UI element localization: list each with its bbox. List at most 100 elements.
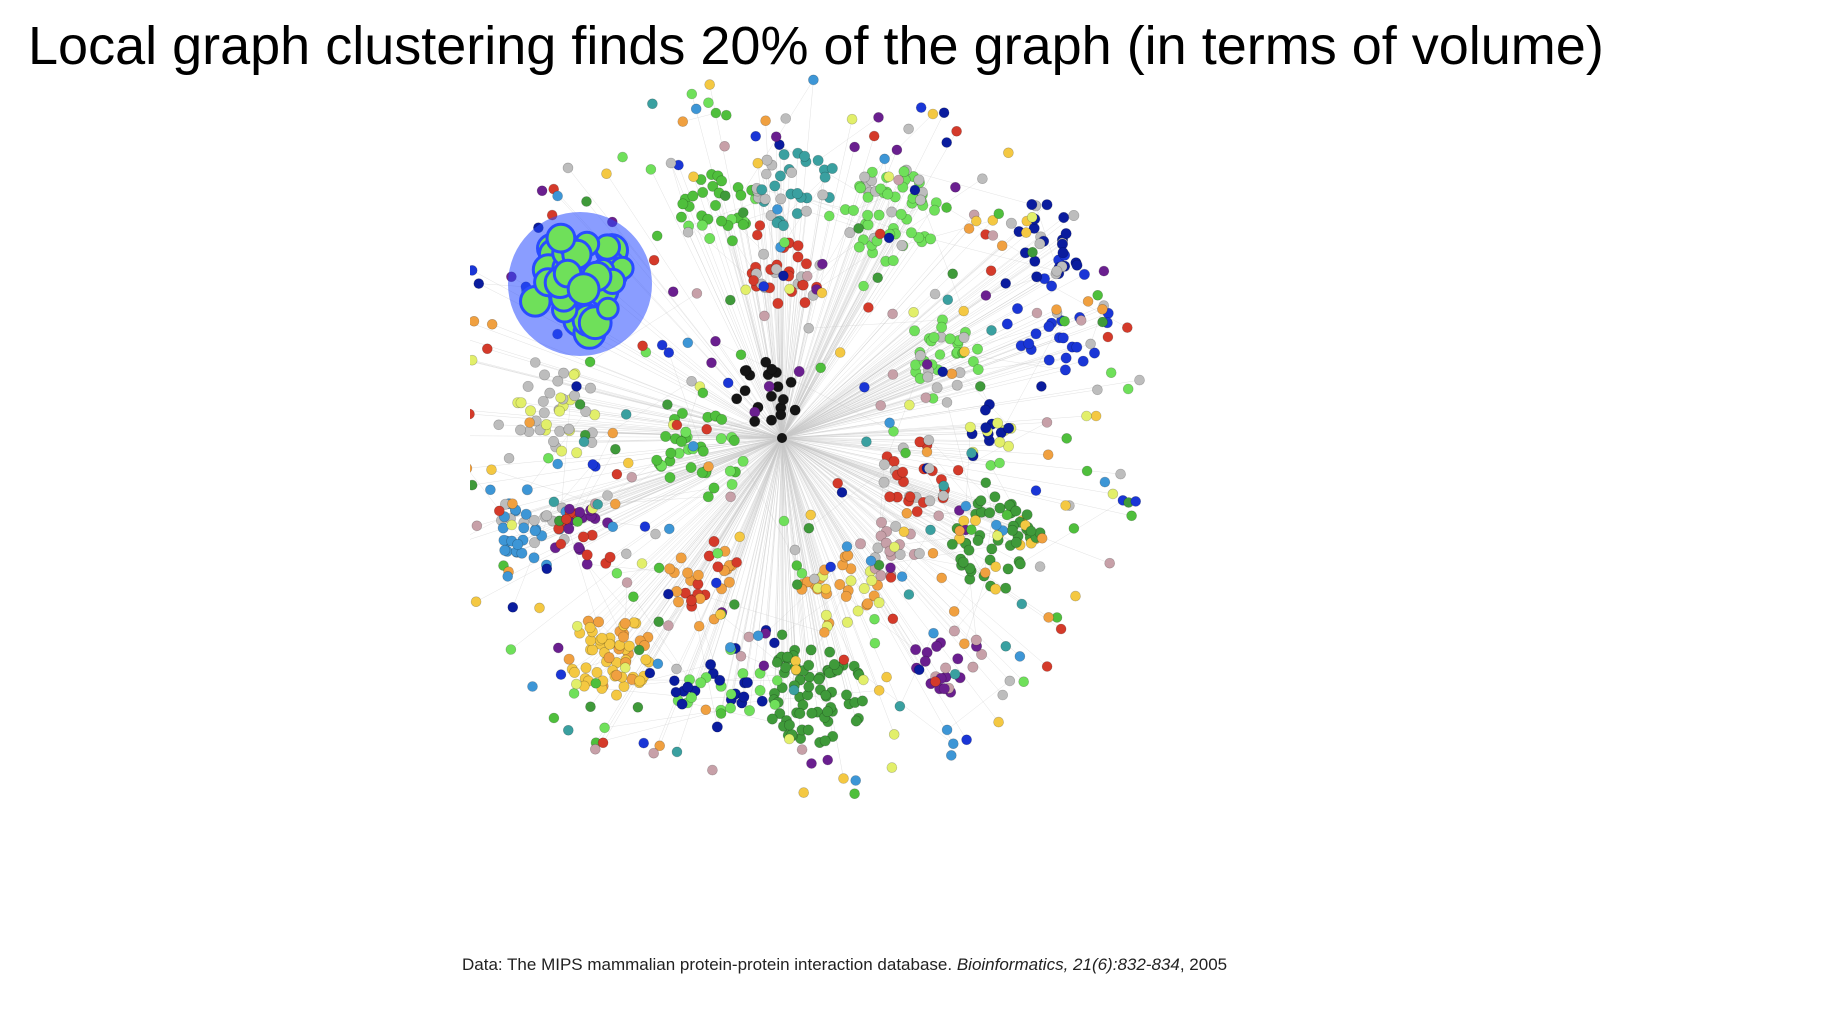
graph-node [697,387,709,399]
graph-node [1082,296,1094,307]
graph-node [820,689,831,701]
graph-node [927,547,939,559]
graph-node [563,523,575,535]
graph-node [724,642,736,653]
graph-node [1092,290,1104,301]
graph-node [779,237,790,248]
graph-node [675,211,687,223]
graph-node [562,162,574,174]
graph-node [651,454,663,466]
graph-node [861,436,872,448]
graph-node [687,190,699,202]
graph-node [816,287,828,299]
graph-node [824,646,836,658]
graph-node [1011,303,1023,315]
graph-node [1029,255,1041,267]
graph-node [1098,265,1110,277]
graph-node [888,729,900,740]
graph-node [715,609,726,620]
graph-node [714,674,726,686]
graph-node [1001,509,1013,521]
graph-node [821,706,833,718]
graph-node [803,681,815,693]
graph-node [1014,558,1026,570]
graph-node [858,280,869,292]
graph-node [934,349,946,360]
graph-node [893,174,904,186]
graph-node [1043,354,1055,366]
graph-node [1036,532,1048,544]
graph-node [703,461,714,472]
graph-node [1105,367,1117,379]
graph-node [677,116,689,127]
graph-node [703,97,714,109]
graph-node [958,515,970,527]
graph-node [618,680,630,692]
graph-node [838,654,850,666]
graph-node [692,569,704,581]
graph-node [563,724,574,736]
graph-node [664,523,675,535]
graph-node [873,112,884,123]
graph-node [493,505,505,517]
graph-node [882,188,894,200]
graph-node [993,716,1004,728]
graph-node [601,168,612,179]
graph-node [799,297,811,309]
graph-node [651,230,663,242]
graph-node [599,722,610,734]
graph-node [987,215,999,226]
graph-node [751,229,763,241]
graph-node [770,131,782,143]
graph-node [485,484,496,496]
graph-node [670,686,682,698]
graph-node [774,170,786,182]
graph-node [610,498,621,510]
graph-node [1027,247,1038,258]
graph-node [992,530,1003,542]
graph-node [989,583,1001,595]
graph-node [688,171,699,182]
graph-node [636,558,648,569]
graph-node [569,390,581,402]
graph-node [1060,228,1072,240]
graph-node [581,549,593,561]
graph-node [911,506,923,518]
graph-node [789,404,801,416]
graph-node [512,538,524,550]
graph-node [771,657,783,668]
graph-node [758,660,770,672]
graph-node [552,375,564,387]
graph-node [470,354,478,366]
graph-node [471,520,483,532]
graph-node [819,627,830,638]
graph-node [845,575,857,587]
graph-node [854,538,866,550]
graph-node [759,310,770,322]
graph-node [875,570,887,582]
graph-node [803,323,815,334]
graph-node [1036,381,1047,392]
graph-node [580,405,592,417]
graph-node [948,606,960,617]
graph-node [1018,676,1030,688]
graph-node [507,601,519,613]
graph-node [1059,364,1071,376]
graph-node [585,701,596,713]
graph-node [853,241,865,253]
graph-node [786,166,798,178]
protein-interaction-network [470,74,1145,800]
graph-node [650,528,661,540]
graph-node [738,691,750,703]
graph-node [528,552,540,564]
graph-node [796,744,808,755]
graph-node [1060,500,1071,511]
graph-node [1068,523,1080,534]
graph-node [936,321,948,333]
graph-node [793,365,805,377]
graph-node [801,270,813,282]
graph-node [772,297,784,309]
graph-node [673,596,685,608]
graph-node [805,509,817,521]
graph-node [1000,278,1012,289]
